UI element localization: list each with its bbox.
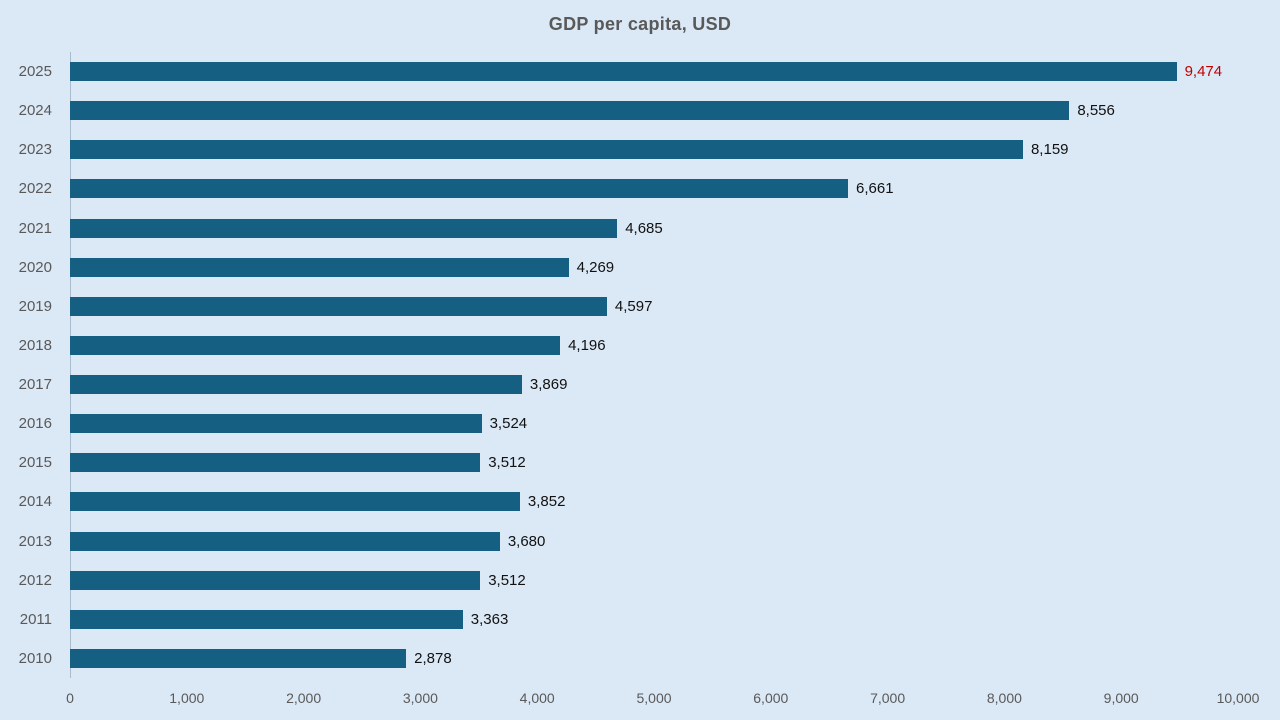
bar-row: 2012 3,512 (0, 561, 1238, 600)
bar-area: 3,512 (70, 443, 1238, 482)
bar (70, 375, 522, 395)
chart-title: GDP per capita, USD (548, 14, 732, 34)
bar (70, 414, 482, 434)
bar (70, 296, 607, 316)
value-label: 3,363 (470, 610, 509, 628)
x-axis: 0 1,000 2,000 3,000 4,000 5,000 6,000 7,000 8,00… (66, 690, 1259, 710)
year-label: 2019 (18, 297, 52, 315)
x-tick-label: 5,000 (636, 690, 672, 706)
bar-area: 4,597 (70, 287, 1238, 326)
year-label: 2020 (18, 258, 52, 276)
year-label: 2025 (18, 63, 52, 81)
year-label: 2018 (18, 336, 52, 354)
bar-area: 8,159 (70, 130, 1238, 169)
bar-area: 2,878 (70, 639, 1238, 678)
year-label: 2010 (18, 649, 52, 667)
x-tick-label: 0 (66, 690, 74, 706)
x-tick-label: 2,000 (286, 690, 322, 706)
bar-area: 9,474 (70, 52, 1238, 91)
bar-area: 3,680 (70, 522, 1238, 561)
bar-row: 2022 6,661 (0, 169, 1238, 208)
year-label: 2012 (18, 571, 52, 589)
year-label: 2021 (18, 219, 52, 237)
bar-row: 2020 4,269 (0, 248, 1238, 287)
value-label: 4,196 (568, 336, 606, 354)
bar-area: 3,869 (70, 365, 1238, 404)
value-label: 3,852 (527, 493, 566, 511)
value-label: 4,597 (614, 297, 653, 315)
bar-area: 3,512 (70, 561, 1238, 600)
value-label: 9,474 (1184, 63, 1223, 81)
bar-area: 4,685 (70, 209, 1238, 248)
bar (70, 62, 1177, 82)
year-label: 2022 (18, 180, 52, 198)
bar (70, 335, 561, 355)
bar-row: 2025 9,474 (0, 52, 1238, 91)
year-label: 2023 (18, 141, 52, 159)
value-label: 4,685 (625, 219, 663, 237)
value-label: 3,869 (529, 376, 568, 394)
year-label: 2014 (18, 493, 52, 511)
value-label: 3,524 (489, 415, 528, 433)
bar-rows: 2025 9,474 2024 8,556 2023 8,159 2022 6,661 2021… (0, 52, 1238, 678)
bar (70, 648, 407, 668)
bar-row: 2021 4,685 (0, 209, 1238, 248)
y-axis-line (70, 52, 71, 678)
x-tick-label: 8,000 (986, 690, 1022, 706)
x-tick-label: 1,000 (169, 690, 205, 706)
year-label: 2015 (18, 454, 52, 472)
x-tick-label: 7,000 (870, 690, 906, 706)
bar (70, 453, 481, 473)
bar (70, 531, 500, 551)
bar-area: 3,363 (70, 600, 1238, 639)
bar-row: 2018 4,196 (0, 326, 1238, 365)
year-label: 2017 (18, 376, 52, 394)
value-label: 4,269 (576, 258, 615, 276)
year-label: 2013 (18, 532, 52, 550)
x-tick-label: 6,000 (753, 690, 789, 706)
bar-area: 8,556 (70, 91, 1238, 130)
value-label: 8,556 (1077, 102, 1115, 120)
value-label: 6,661 (856, 180, 894, 198)
bar-row: 2015 3,512 (0, 443, 1238, 482)
bar-row: 2017 3,869 (0, 365, 1238, 404)
bar-row: 2010 2,878 (0, 639, 1238, 678)
bar-row: 2014 3,852 (0, 482, 1238, 521)
bar (70, 257, 569, 277)
value-label: 2,878 (414, 649, 452, 667)
bar-row: 2016 3,524 (0, 404, 1238, 443)
bar (70, 570, 481, 590)
year-label: 2024 (18, 102, 52, 120)
bar-area: 4,269 (70, 248, 1238, 287)
bar-area: 3,852 (70, 482, 1238, 521)
bar-area: 3,524 (70, 404, 1238, 443)
value-label: 3,512 (488, 571, 526, 589)
value-label: 3,512 (488, 454, 526, 472)
year-label: 2016 (18, 415, 52, 433)
bar-area: 4,196 (70, 326, 1238, 365)
value-label: 8,159 (1030, 141, 1069, 159)
year-label: 2011 (19, 610, 52, 628)
bar (70, 492, 520, 512)
bar (70, 218, 618, 238)
x-tick-label: 9,000 (1103, 690, 1139, 706)
x-tick-label: 10,000 (1216, 690, 1260, 706)
bar-row: 2024 8,556 (0, 91, 1238, 130)
x-tick-label: 3,000 (402, 690, 438, 706)
bar (70, 140, 1023, 160)
bar-row: 2011 3,363 (0, 600, 1238, 639)
bar (70, 101, 1070, 121)
x-tick-label: 4,000 (519, 690, 555, 706)
bar-row: 2023 8,159 (0, 130, 1238, 169)
bar-row: 2019 4,597 (0, 287, 1238, 326)
value-label: 3,680 (507, 532, 546, 550)
bar-row: 2013 3,680 (0, 522, 1238, 561)
bar (70, 609, 463, 629)
bar (70, 179, 848, 199)
bar-area: 6,661 (70, 169, 1238, 208)
